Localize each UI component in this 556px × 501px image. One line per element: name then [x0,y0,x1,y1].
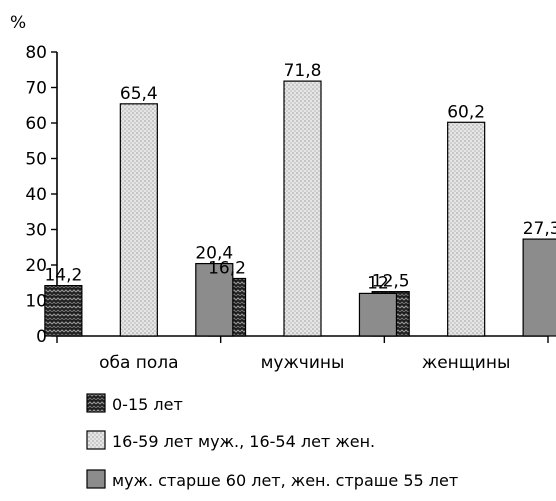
y-tick-label: 70 [25,79,47,99]
bar-2 [447,121,486,337]
legend-swatch-1 [86,393,106,413]
y-tick-label: 10 [25,292,47,312]
data-label: 60,2 [447,102,485,122]
y-axis-label: % [10,13,26,33]
data-label: 16,2 [208,258,246,278]
legend-label-1: 0-15 лет [112,395,183,414]
y-tick-label: 80 [25,43,47,63]
y-tick-label: 60 [25,114,47,134]
x-tick-label: оба пола [99,353,179,373]
legend-label-2: 16-59 лет муж., 16-54 лет жен. [112,432,375,451]
data-label: 12 [367,273,389,293]
x-tick-label: женщины [422,353,511,373]
data-label: 71,8 [284,61,322,81]
data-label: 20,4 [195,244,233,264]
bar-2 [119,103,158,337]
x-tick-label: мужчины [261,353,345,373]
bar-3 [195,262,234,337]
bar-2 [283,80,322,337]
bar-3 [358,292,398,337]
data-label: 12,5 [372,272,410,292]
data-label: 14,2 [44,266,82,286]
bar-3 [522,238,556,337]
y-tick-label: 50 [25,150,47,170]
data-label: 65,4 [120,84,158,104]
legend-swatch-2 [86,430,106,450]
y-tick-label: 30 [25,221,47,241]
legend-label-3: муж. старше 60 лет, жен. страше 55 лет [112,471,458,490]
data-label: 27,3 [523,219,556,239]
legend-swatch-3 [86,469,106,489]
y-tick-label: 0 [36,327,47,347]
y-tick-label: 20 [25,256,47,276]
bar-1 [44,284,83,337]
y-tick-label: 40 [25,185,47,205]
